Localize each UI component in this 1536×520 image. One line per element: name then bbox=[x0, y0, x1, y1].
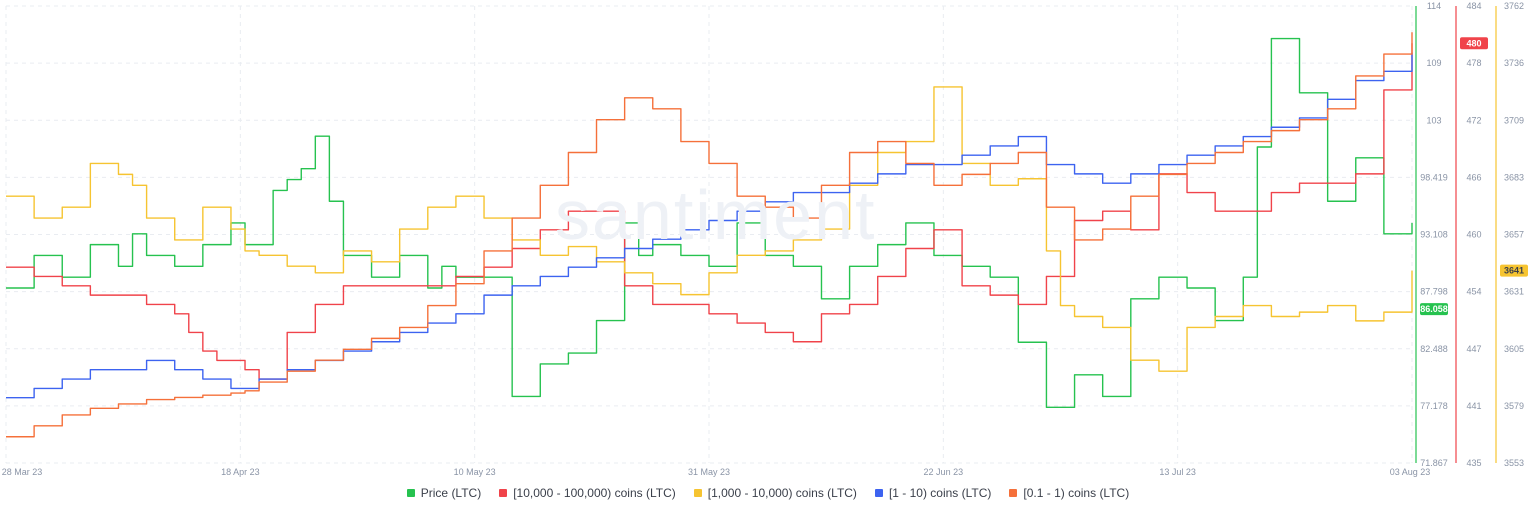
series-line-3 bbox=[6, 52, 1413, 399]
y-tick-label-whales: 478 bbox=[1466, 58, 1481, 68]
legend-label-1-10: [1 - 10) coins (LTC) bbox=[888, 486, 992, 500]
legend-label-0.1-1: [0.1 - 1) coins (LTC) bbox=[1023, 486, 1130, 500]
y-tick-label-price: 77.178 bbox=[1420, 401, 1448, 411]
y-tick-label-mid: 3631 bbox=[1504, 287, 1524, 297]
y-tick-label-mid: 3605 bbox=[1504, 344, 1524, 354]
y-tick-label-price: 87.798 bbox=[1420, 287, 1448, 297]
legend-label-10k-100k: [10,000 - 100,000) coins (LTC) bbox=[513, 486, 676, 500]
legend: Price (LTC) [10,000 - 100,000) coins (LT… bbox=[0, 486, 1536, 500]
y-tick-label-price: 103 bbox=[1426, 115, 1441, 125]
legend-item-0.1-1[interactable]: [0.1 - 1) coins (LTC) bbox=[1009, 486, 1129, 500]
series-line-0 bbox=[6, 37, 1413, 409]
legend-swatch-10k-100k bbox=[499, 489, 508, 497]
y-tick-label-whales: 484 bbox=[1466, 1, 1481, 11]
current-value-badge-whales bbox=[1460, 37, 1488, 50]
y-tick-label-price: 114 bbox=[1427, 1, 1441, 11]
y-tick-label-whales: 454 bbox=[1466, 287, 1481, 297]
legend-item-price[interactable]: Price (LTC) bbox=[406, 486, 482, 500]
y-tick-label-mid: 3683 bbox=[1504, 172, 1524, 182]
current-value-label-whales: 480 bbox=[1466, 38, 1481, 48]
x-tick-label: 18 Apr 23 bbox=[221, 467, 260, 477]
current-value-badge-mid bbox=[1500, 264, 1528, 277]
y-tick-label-mid: 3553 bbox=[1504, 458, 1524, 468]
line-chart: 28 Mar 23 18 Apr 23 10 May 23 31 May 23 22 J… bbox=[2, 1, 1528, 477]
x-tick-label: 22 Jun 23 bbox=[924, 467, 964, 477]
legend-swatch-1-10 bbox=[874, 489, 883, 497]
y-tick-label-mid: 3762 bbox=[1504, 1, 1524, 11]
current-value-label-price: 86.058 bbox=[1420, 304, 1448, 314]
y-tick-label-whales: 460 bbox=[1466, 230, 1481, 240]
y-tick-label-whales: 466 bbox=[1466, 172, 1481, 182]
x-tick-label: 10 May 23 bbox=[454, 467, 496, 477]
y-tick-label-whales: 472 bbox=[1466, 115, 1481, 125]
y-tick-label-whales: 435 bbox=[1466, 458, 1481, 468]
x-tick-label: 31 May 23 bbox=[688, 467, 730, 477]
legend-swatch-price bbox=[406, 489, 415, 497]
current-value-label-mid: 3641 bbox=[1504, 266, 1524, 276]
legend-swatch-1k-10k bbox=[693, 489, 702, 497]
y-tick-label-mid: 3709 bbox=[1504, 115, 1524, 125]
y-tick-label-price: 71.867 bbox=[1420, 458, 1448, 468]
x-tick-label: 03 Aug 23 bbox=[1390, 467, 1431, 477]
legend-label-1k-10k: [1,000 - 10,000) coins (LTC) bbox=[707, 486, 857, 500]
watermark: santiment bbox=[555, 176, 877, 254]
y-tick-label-mid: 3657 bbox=[1504, 230, 1524, 240]
series-line-4 bbox=[6, 32, 1413, 438]
current-value-badge-price bbox=[1420, 303, 1448, 316]
y-tick-label-whales: 447 bbox=[1466, 344, 1481, 354]
legend-label-price: Price (LTC) bbox=[420, 486, 482, 500]
y-tick-label-mid: 3579 bbox=[1504, 401, 1524, 411]
y-tick-label-mid: 3736 bbox=[1504, 58, 1524, 68]
legend-item-10k-100k[interactable]: [10,000 - 100,000) coins (LTC) bbox=[499, 486, 676, 500]
y-tick-label-whales: 441 bbox=[1466, 401, 1481, 411]
legend-swatch-0.1-1 bbox=[1009, 489, 1018, 497]
y-tick-label-price: 109 bbox=[1426, 58, 1441, 68]
y-tick-label-price: 98.419 bbox=[1420, 172, 1448, 182]
legend-item-1k-10k[interactable]: [1,000 - 10,000) coins (LTC) bbox=[693, 486, 857, 500]
legend-item-1-10[interactable]: [1 - 10) coins (LTC) bbox=[874, 486, 992, 500]
y-tick-label-price: 93.108 bbox=[1420, 230, 1448, 240]
y-tick-label-price: 82.488 bbox=[1420, 344, 1448, 354]
series-line-2 bbox=[6, 86, 1413, 372]
x-tick-label: 13 Jul 23 bbox=[1159, 467, 1196, 477]
x-tick-label: 28 Mar 23 bbox=[2, 467, 43, 477]
